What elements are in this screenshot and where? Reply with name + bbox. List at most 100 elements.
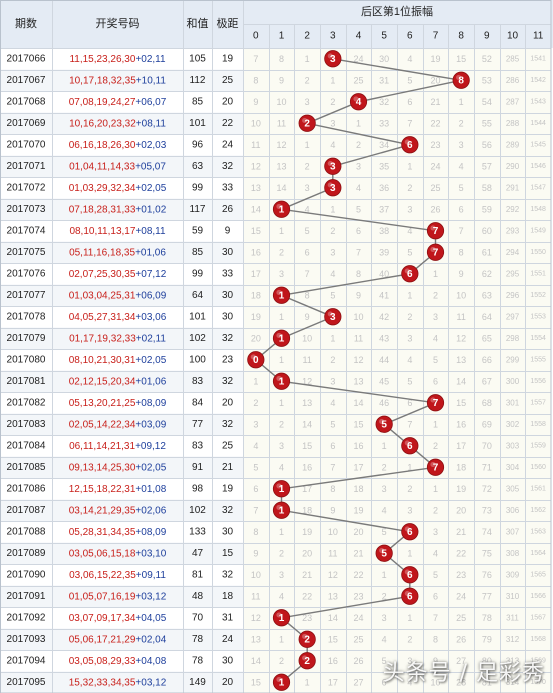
miss-value: 3 xyxy=(459,140,464,150)
front-numbers: 10,16,20,23,32 xyxy=(69,118,136,129)
front-numbers: 03,14,21,29,35 xyxy=(69,505,136,516)
hit-ball xyxy=(298,652,316,670)
front-numbers: 04,05,27,31,34 xyxy=(69,311,136,322)
miss-value: 19 xyxy=(251,312,261,322)
miss-value: 7 xyxy=(305,269,310,279)
miss-value: 3 xyxy=(279,570,284,580)
span-cell: 24 xyxy=(222,139,234,150)
miss-value: 10 xyxy=(456,290,466,300)
header-amplitude-0: 0 xyxy=(253,31,259,42)
miss-value: 1 xyxy=(279,634,284,644)
miss-value: 25 xyxy=(353,75,363,85)
hit-ball xyxy=(401,587,419,605)
period-cell: 2017069 xyxy=(7,118,46,129)
miss-value: 301 xyxy=(506,398,520,407)
period-cell: 2017095 xyxy=(7,677,46,688)
miss-value: 13 xyxy=(276,161,286,171)
front-numbers: 01,05,07,16,19 xyxy=(69,591,136,602)
header-amplitude-7: 7 xyxy=(433,31,439,42)
miss-value: 63 xyxy=(482,290,492,300)
front-numbers: 03,05,08,29,33 xyxy=(69,655,136,666)
period-cell: 2017070 xyxy=(7,139,46,150)
back-numbers: +08,09 xyxy=(135,397,166,408)
miss-value: 18 xyxy=(251,290,261,300)
hit-ball-label: 2 xyxy=(304,656,310,667)
miss-value: 8 xyxy=(459,247,464,257)
hit-ball-label: 8 xyxy=(458,75,464,86)
miss-value: 2 xyxy=(330,355,335,365)
row-stripe xyxy=(0,198,243,220)
miss-value: 1566 xyxy=(530,593,546,600)
numbers-cell: 01,03,04,25,31+06,09 xyxy=(69,290,167,301)
back-numbers: +03,10 xyxy=(135,548,166,559)
miss-value: 76 xyxy=(482,570,492,580)
miss-value: 1570 xyxy=(530,679,546,686)
miss-value: 3 xyxy=(330,118,335,128)
numbers-cell: 12,15,18,22,31+01,08 xyxy=(69,483,167,494)
period-cell: 2017086 xyxy=(7,483,46,494)
period-cell: 2017083 xyxy=(7,419,46,430)
miss-value: 3 xyxy=(382,484,387,494)
row-stripe xyxy=(0,69,243,91)
span-cell: 22 xyxy=(222,118,234,129)
period-cell: 2017071 xyxy=(7,161,46,172)
hit-ball-label: 6 xyxy=(407,527,413,538)
miss-value: 32 xyxy=(379,97,389,107)
miss-value: 3 xyxy=(279,441,284,451)
miss-value: 1548 xyxy=(530,206,546,213)
header-amplitude-8: 8 xyxy=(458,31,464,42)
miss-value: 4 xyxy=(407,54,412,64)
period-cell: 2017076 xyxy=(7,268,46,279)
miss-value: 2 xyxy=(356,140,361,150)
numbers-cell: 05,11,16,18,35+01,06 xyxy=(69,247,166,258)
row-stripe xyxy=(0,671,243,693)
miss-value: 15 xyxy=(456,398,466,408)
miss-value: 1556 xyxy=(530,378,546,385)
miss-value: 1 xyxy=(382,570,387,580)
miss-value: 302 xyxy=(506,420,520,429)
sum-cell: 91 xyxy=(192,462,204,473)
front-numbers: 08,10,21,30,31 xyxy=(69,354,136,365)
miss-value: 37 xyxy=(379,204,389,214)
miss-value: 2 xyxy=(330,226,335,236)
front-numbers: 02,12,15,20,34 xyxy=(69,376,136,387)
miss-value: 1 xyxy=(407,161,412,171)
numbers-cell: 07,08,19,24,27+06,07 xyxy=(69,96,167,107)
sum-cell: 98 xyxy=(192,483,204,494)
miss-value: 1560 xyxy=(530,464,546,471)
miss-value: 20 xyxy=(353,527,363,537)
period-cell: 2017089 xyxy=(7,548,46,559)
hit-ball xyxy=(324,308,342,326)
miss-value: 14 xyxy=(251,656,261,666)
miss-value: 13 xyxy=(456,355,466,365)
miss-value: 16 xyxy=(251,247,261,257)
miss-value: 2 xyxy=(407,484,412,494)
miss-value: 27 xyxy=(353,677,363,687)
miss-value: 1 xyxy=(407,290,412,300)
hit-ball xyxy=(401,437,419,455)
header-amplitude-1: 1 xyxy=(279,31,285,42)
miss-value: 3 xyxy=(305,183,310,193)
ball-highlight xyxy=(430,246,436,253)
hit-ball xyxy=(324,179,342,197)
miss-value: 64 xyxy=(482,312,492,322)
miss-value: 23 xyxy=(302,613,312,623)
miss-value: 53 xyxy=(482,75,492,85)
front-numbers: 11,15,23,26,30 xyxy=(69,53,135,64)
miss-value: 6 xyxy=(459,204,464,214)
miss-value: 1544 xyxy=(530,120,546,127)
ball-highlight xyxy=(302,655,308,661)
sum-cell: 59 xyxy=(192,225,204,236)
miss-value: 4 xyxy=(356,183,361,193)
miss-value: 6 xyxy=(356,226,361,236)
miss-value: 55 xyxy=(482,118,492,128)
numbers-cell: 05,13,20,21,25+08,09 xyxy=(69,397,167,408)
miss-value: 6 xyxy=(433,591,438,601)
miss-value: 7 xyxy=(253,54,258,64)
numbers-cell: 10,16,20,23,32+08,11 xyxy=(69,118,166,129)
hit-ball-label: 1 xyxy=(279,290,285,301)
miss-value: 5 xyxy=(356,204,361,214)
ball-highlight xyxy=(302,117,308,124)
hit-ball-label: 1 xyxy=(279,505,285,516)
miss-value: 17 xyxy=(328,677,338,687)
